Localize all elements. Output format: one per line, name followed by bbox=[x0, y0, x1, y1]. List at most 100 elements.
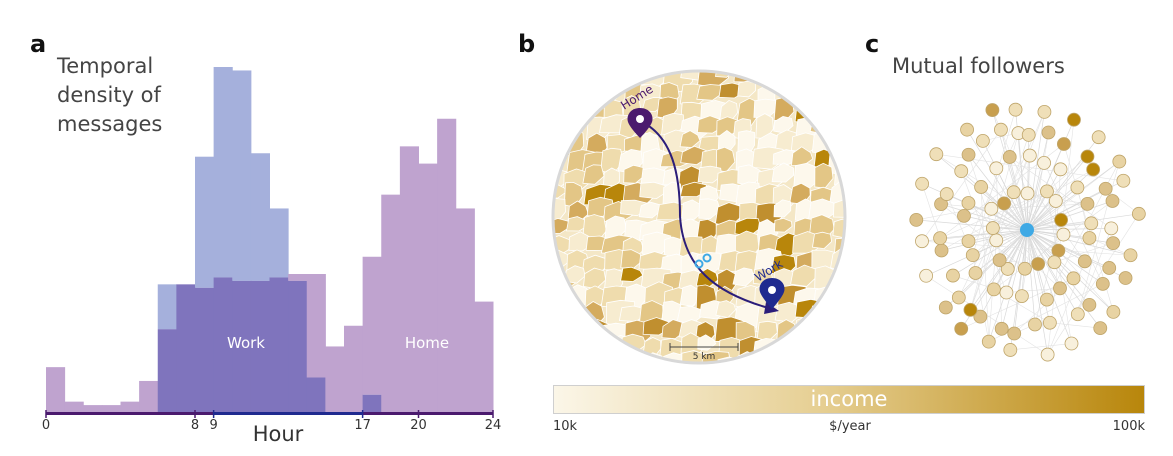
x-tick-label-24: 24 bbox=[485, 418, 502, 433]
map-tile bbox=[833, 71, 845, 89]
home-bar-18 bbox=[381, 194, 401, 412]
home-bar-3 bbox=[101, 405, 121, 412]
follower-node bbox=[965, 248, 980, 263]
follower-node bbox=[1037, 104, 1052, 119]
income-map: Home Work 5 km bbox=[551, 69, 847, 365]
follower-node bbox=[1105, 194, 1120, 208]
follower-node bbox=[1116, 173, 1131, 188]
network-edge bbox=[1047, 213, 1140, 355]
follower-node bbox=[1041, 125, 1056, 140]
map-tile bbox=[830, 285, 845, 311]
network-edge bbox=[970, 229, 1028, 311]
map-tile bbox=[580, 332, 613, 351]
home-bar-23 bbox=[474, 301, 494, 412]
overlap-bar-13 bbox=[288, 280, 308, 412]
network-edge bbox=[1026, 187, 1078, 231]
x-tick-label-9: 9 bbox=[209, 418, 217, 433]
network-edge bbox=[970, 111, 1045, 310]
home-bar-2 bbox=[83, 405, 103, 412]
mutual-followers-network bbox=[909, 102, 1146, 362]
panel-a-title: Temporal density of messages bbox=[57, 52, 162, 139]
follower-node bbox=[1053, 281, 1067, 296]
map-tile bbox=[833, 97, 845, 129]
scale-bar bbox=[669, 343, 739, 351]
follower-node bbox=[957, 208, 971, 223]
overlap-bar-12 bbox=[269, 277, 289, 412]
network-edge bbox=[1049, 322, 1101, 329]
follower-node bbox=[1064, 336, 1079, 351]
work-marker-icon bbox=[759, 278, 785, 309]
overlap-bar-14 bbox=[306, 377, 326, 412]
follower-node bbox=[1131, 206, 1146, 221]
network-edge bbox=[1026, 229, 1131, 256]
network-edge bbox=[1046, 191, 1072, 344]
panel-a-title-line-2: density of bbox=[57, 83, 161, 107]
follower-node bbox=[961, 196, 976, 210]
home-bar-0 bbox=[46, 367, 66, 412]
map-tile bbox=[567, 71, 594, 83]
map-tile bbox=[773, 199, 792, 218]
follower-node bbox=[1040, 184, 1054, 199]
network-edge bbox=[1026, 213, 1139, 231]
follower-node bbox=[994, 122, 1008, 137]
home-bar-5 bbox=[139, 380, 159, 412]
follower-node bbox=[992, 253, 1007, 268]
network-edge bbox=[1026, 200, 1113, 231]
map-tile bbox=[812, 231, 833, 250]
home-bar-20 bbox=[418, 163, 438, 412]
map-tile bbox=[773, 115, 794, 134]
follower-node bbox=[981, 334, 996, 349]
follower-node bbox=[1051, 243, 1066, 258]
network-edge bbox=[1026, 229, 1114, 313]
network-edge bbox=[952, 229, 1028, 276]
follower-node bbox=[1020, 186, 1035, 201]
follower-node bbox=[1000, 262, 1015, 276]
home-bar-14 bbox=[306, 274, 326, 378]
follower-node bbox=[1080, 197, 1095, 211]
map-tile bbox=[679, 130, 701, 148]
work-bar-9 bbox=[213, 67, 233, 278]
network-edge bbox=[975, 229, 1028, 274]
network-nodes bbox=[909, 102, 1146, 362]
follower-node bbox=[1123, 248, 1138, 263]
follower-node bbox=[994, 321, 1009, 336]
network-edge bbox=[966, 129, 1028, 231]
map-tile bbox=[553, 340, 583, 362]
map-tile bbox=[809, 319, 842, 340]
follower-node bbox=[1003, 343, 1018, 357]
map-tile bbox=[553, 285, 567, 312]
overlap-bar-10 bbox=[232, 280, 252, 412]
x-tick-label-20: 20 bbox=[410, 418, 427, 433]
follower-node bbox=[1053, 162, 1068, 177]
map-tile bbox=[553, 80, 568, 103]
map-tile bbox=[794, 351, 824, 363]
network-edge bbox=[968, 154, 1028, 231]
panel-a-title-line-1: Temporal bbox=[57, 54, 154, 78]
map-border bbox=[551, 69, 847, 365]
panel-c-letter: c bbox=[865, 30, 880, 58]
panel-b-letter: b bbox=[518, 30, 536, 58]
network-edge bbox=[1001, 229, 1028, 329]
map-tile bbox=[813, 95, 845, 123]
follower-node bbox=[1022, 148, 1037, 163]
temporal-density-histogram: 0 8 9 17 20 24 Work Home Hour bbox=[42, 67, 502, 446]
network-edge bbox=[992, 223, 1092, 229]
x-axis-label: Hour bbox=[253, 422, 304, 446]
follower-node bbox=[1112, 154, 1127, 169]
network-edge bbox=[970, 134, 1029, 310]
follower-node bbox=[1018, 261, 1032, 276]
home-bar-19 bbox=[399, 146, 419, 412]
follower-node bbox=[987, 282, 1001, 297]
map-tile bbox=[771, 162, 795, 183]
commute-path bbox=[639, 120, 777, 311]
follower-node bbox=[1070, 180, 1085, 195]
network-edge bbox=[921, 183, 1028, 231]
work-bar-6 bbox=[157, 284, 177, 330]
follower-node bbox=[1031, 257, 1046, 271]
network-edge bbox=[1026, 229, 1048, 355]
map-tile bbox=[792, 78, 814, 96]
map-tile bbox=[553, 319, 566, 345]
follower-node bbox=[954, 164, 969, 179]
follower-node bbox=[934, 243, 949, 258]
map-tile bbox=[833, 337, 845, 358]
